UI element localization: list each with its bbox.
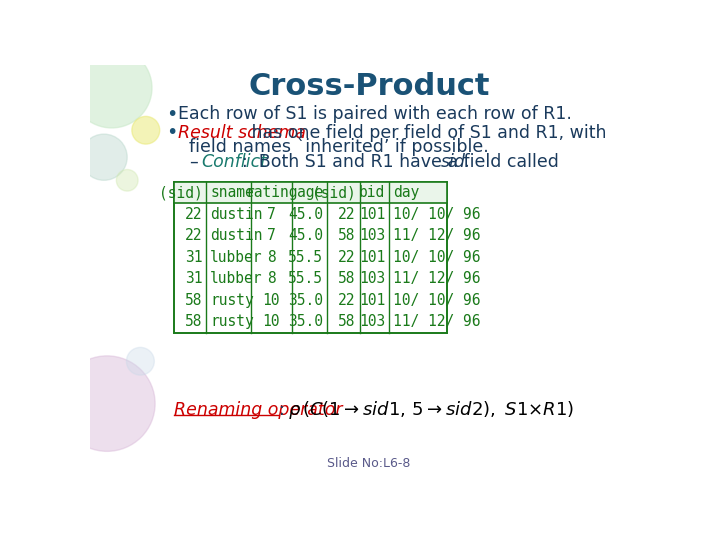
Text: 58: 58 [338, 314, 356, 329]
Text: 11/ 12/ 96: 11/ 12/ 96 [393, 272, 480, 286]
Text: 55.5: 55.5 [288, 272, 323, 286]
Text: 103: 103 [359, 314, 385, 329]
Text: 31: 31 [185, 272, 202, 286]
Text: 35.0: 35.0 [288, 314, 323, 329]
Text: rating: rating [245, 185, 297, 200]
Text: 11/ 12/ 96: 11/ 12/ 96 [393, 314, 480, 329]
Text: 10: 10 [263, 314, 280, 329]
Text: –: – [189, 153, 198, 171]
Text: (sid): (sid) [158, 185, 202, 200]
Text: Renaming operator: Renaming operator [174, 401, 342, 418]
Text: 58: 58 [185, 293, 202, 308]
Text: •: • [166, 123, 177, 142]
Text: field names `inherited’ if possible.: field names `inherited’ if possible. [179, 137, 489, 156]
Text: 58: 58 [338, 228, 356, 243]
Text: age: age [297, 185, 323, 200]
Text: dustin: dustin [210, 228, 263, 243]
Text: rusty: rusty [210, 314, 254, 329]
Text: Slide No:L6-8: Slide No:L6-8 [328, 457, 410, 470]
Text: :: : [279, 401, 285, 418]
Circle shape [81, 134, 127, 180]
Text: 101: 101 [359, 293, 385, 308]
Text: 22: 22 [338, 293, 356, 308]
Text: has one field per field of S1 and R1, with: has one field per field of S1 and R1, wi… [246, 124, 606, 141]
Text: dustin: dustin [210, 207, 263, 222]
Circle shape [132, 117, 160, 144]
Text: 8: 8 [267, 250, 276, 265]
Text: lubber: lubber [210, 272, 263, 286]
Text: 11/ 12/ 96: 11/ 12/ 96 [393, 228, 480, 243]
Text: •: • [166, 105, 177, 124]
Text: lubber: lubber [210, 250, 263, 265]
Text: 31: 31 [185, 250, 202, 265]
Text: 10/ 10/ 96: 10/ 10/ 96 [393, 250, 480, 265]
Text: bid: bid [359, 185, 385, 200]
Text: 22: 22 [338, 250, 356, 265]
Text: 10/ 10/ 96: 10/ 10/ 96 [393, 207, 480, 222]
Text: Result schema: Result schema [179, 124, 306, 141]
Text: day: day [393, 185, 419, 200]
Text: 45.0: 45.0 [288, 228, 323, 243]
Text: 7: 7 [267, 207, 276, 222]
Text: 58: 58 [185, 314, 202, 329]
Circle shape [117, 170, 138, 191]
Text: 45.0: 45.0 [288, 207, 323, 222]
Text: 8: 8 [267, 272, 276, 286]
Text: rusty: rusty [210, 293, 254, 308]
Text: 35.0: 35.0 [288, 293, 323, 308]
Text: Cross-Product: Cross-Product [248, 72, 490, 101]
Text: (sid): (sid) [312, 185, 356, 200]
Text: 22: 22 [185, 207, 202, 222]
Text: 101: 101 [359, 250, 385, 265]
Circle shape [71, 48, 152, 128]
Text: Each row of S1 is paired with each row of R1.: Each row of S1 is paired with each row o… [179, 105, 572, 123]
Circle shape [127, 347, 154, 375]
Text: 103: 103 [359, 272, 385, 286]
Text: 55.5: 55.5 [288, 250, 323, 265]
Text: 10/ 10/ 96: 10/ 10/ 96 [393, 293, 480, 308]
Text: 58: 58 [338, 272, 356, 286]
Text: 7: 7 [267, 228, 276, 243]
Circle shape [59, 356, 155, 451]
Text: :  Both S1 and R1 have a field called: : Both S1 and R1 have a field called [242, 153, 564, 171]
Text: 22: 22 [338, 207, 356, 222]
Text: 22: 22 [185, 228, 202, 243]
Text: sid.: sid. [441, 153, 471, 171]
FancyBboxPatch shape [174, 182, 447, 204]
Text: 103: 103 [359, 228, 385, 243]
Text: sname: sname [210, 185, 254, 200]
Text: 10: 10 [263, 293, 280, 308]
FancyBboxPatch shape [174, 182, 447, 333]
Text: 101: 101 [359, 207, 385, 222]
Text: Conflict: Conflict [202, 153, 268, 171]
Text: $\rho\,(C(1{\rightarrow}sid1,\,5{\rightarrow}sid2),\ S1{\times}R1)$: $\rho\,(C(1{\rightarrow}sid1,\,5{\righta… [289, 399, 575, 421]
